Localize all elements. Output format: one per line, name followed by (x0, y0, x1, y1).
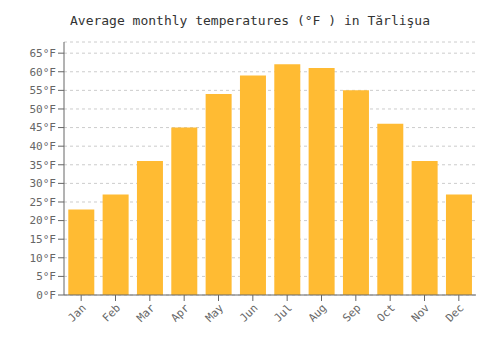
svg-text:55°F: 55°F (30, 84, 57, 97)
svg-text:5°F: 5°F (36, 270, 56, 283)
svg-text:65°F: 65°F (30, 47, 57, 60)
svg-text:60°F: 60°F (30, 66, 57, 79)
svg-text:Jan: Jan (66, 301, 89, 324)
svg-text:Mar: Mar (134, 301, 158, 325)
svg-text:25°F: 25°F (30, 196, 57, 209)
svg-text:20°F: 20°F (30, 214, 57, 227)
svg-text:Aug: Aug (306, 301, 329, 324)
svg-text:10°F: 10°F (30, 252, 57, 265)
svg-text:Apr: Apr (169, 301, 193, 325)
svg-text:50°F: 50°F (30, 103, 57, 116)
svg-text:0°F: 0°F (36, 289, 56, 302)
svg-text:May: May (203, 301, 227, 325)
svg-text:Feb: Feb (100, 301, 123, 324)
svg-text:Dec: Dec (443, 301, 466, 324)
svg-text:15°F: 15°F (30, 233, 57, 246)
svg-text:Jul: Jul (272, 301, 295, 324)
svg-text:Jun: Jun (237, 301, 260, 324)
svg-text:45°F: 45°F (30, 121, 57, 134)
svg-text:35°F: 35°F (30, 159, 57, 172)
svg-text:Oct: Oct (375, 301, 398, 324)
svg-text:Nov: Nov (409, 301, 433, 325)
html-text:Average monthly temperatures (: Average monthly temperatures (°F ) in Tă… (70, 13, 430, 28)
svg-text:40°F: 40°F (30, 140, 57, 153)
svg-text:Sep: Sep (340, 301, 363, 324)
svg-text:30°F: 30°F (30, 177, 57, 190)
